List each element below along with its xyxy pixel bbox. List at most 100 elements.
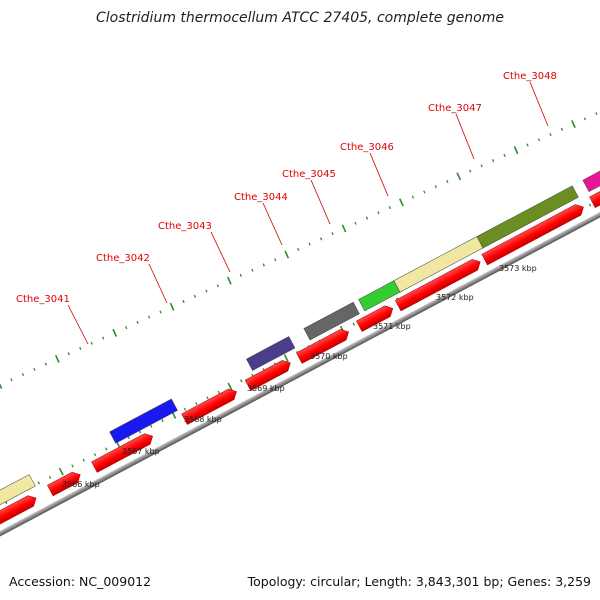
scale-tick bbox=[67, 352, 70, 356]
scale-tick bbox=[217, 390, 220, 394]
scale-tick bbox=[193, 294, 197, 298]
scale-tick bbox=[227, 382, 233, 391]
scale-tick bbox=[377, 211, 380, 215]
cog-block bbox=[246, 336, 296, 371]
scale-tick bbox=[216, 284, 220, 288]
gene-callout-line bbox=[369, 152, 389, 197]
cog-block bbox=[0, 474, 36, 507]
cds-arrow bbox=[0, 495, 37, 528]
cds-arrow bbox=[47, 471, 81, 497]
scale-tick bbox=[150, 424, 153, 428]
scale-tick bbox=[284, 250, 290, 259]
scale-tick bbox=[446, 179, 449, 184]
gene-callout-line bbox=[455, 113, 475, 160]
scale-tick bbox=[10, 378, 13, 382]
scale-tick bbox=[105, 447, 108, 451]
cds-arrow bbox=[394, 259, 481, 312]
gene-label: Cthe_3048 bbox=[503, 71, 557, 82]
scale-tick bbox=[226, 276, 232, 285]
scale-tick bbox=[169, 302, 175, 311]
scale-tick bbox=[549, 133, 552, 137]
scale-tick bbox=[90, 341, 93, 345]
scale-label: 3573 kbp bbox=[499, 264, 537, 273]
scale-tick bbox=[136, 320, 139, 324]
scale-label: 3567 kbp bbox=[122, 447, 160, 456]
cds-arrow bbox=[589, 182, 600, 208]
scale-tick bbox=[183, 407, 187, 411]
scale-tick bbox=[71, 464, 74, 468]
gene-label: Cthe_3046 bbox=[340, 142, 394, 153]
gene-label: Cthe_3047 bbox=[428, 103, 482, 114]
gene-label: Cthe_3044 bbox=[234, 192, 288, 203]
scale-tick bbox=[341, 224, 347, 233]
scale-tick bbox=[239, 273, 242, 277]
scale-tick bbox=[388, 206, 392, 210]
scale-label: 3568 kbp bbox=[184, 415, 222, 424]
scale-tick bbox=[112, 328, 118, 337]
gene-label: Cthe_3042 bbox=[96, 253, 150, 264]
cds-arrow bbox=[181, 388, 237, 425]
scale-tick bbox=[469, 169, 472, 173]
scale-tick bbox=[21, 373, 25, 377]
scale-label: 3571 kbp bbox=[373, 322, 411, 331]
scale-tick bbox=[411, 195, 415, 199]
scale-tick bbox=[537, 138, 541, 142]
scale-tick bbox=[44, 362, 48, 366]
scale-tick bbox=[398, 198, 404, 207]
scale-tick bbox=[352, 322, 355, 326]
gene-callout-line bbox=[148, 263, 168, 304]
scale-tick bbox=[480, 164, 483, 168]
scale-tick bbox=[125, 326, 128, 330]
scale-tick bbox=[93, 453, 97, 457]
gene-callout-line bbox=[210, 231, 231, 273]
scale-tick bbox=[138, 430, 142, 434]
scale-tick bbox=[526, 143, 529, 147]
genome-map: Cthe_3041 Cthe_3042 Cthe_3043 Cthe_3044 … bbox=[0, 71, 600, 557]
scale-tick bbox=[205, 289, 208, 293]
cds-arrow bbox=[244, 360, 291, 392]
scale-tick bbox=[434, 185, 437, 189]
scale-tick bbox=[0, 383, 3, 389]
scale-tick bbox=[319, 237, 323, 241]
cds-arrow bbox=[481, 204, 584, 266]
scale-tick bbox=[58, 467, 64, 476]
cog-block bbox=[476, 185, 579, 249]
scale-tick bbox=[456, 172, 462, 181]
scale-tick bbox=[513, 146, 519, 155]
cog-block bbox=[109, 398, 178, 444]
accession-text: Accession: NC_009012 bbox=[9, 574, 152, 589]
scale-tick bbox=[503, 153, 506, 157]
cog-block bbox=[358, 280, 401, 312]
gene-callout-line bbox=[67, 304, 89, 345]
scale-tick bbox=[161, 419, 164, 423]
scale-tick bbox=[251, 268, 254, 272]
scale-tick bbox=[37, 481, 40, 485]
cds-arrow bbox=[356, 305, 394, 332]
scale-tick bbox=[33, 367, 36, 371]
gene-callout-line bbox=[262, 202, 283, 246]
gene-label: Cthe_3041 bbox=[16, 294, 70, 305]
scale-tick bbox=[79, 346, 82, 350]
scale-tick bbox=[365, 216, 369, 220]
scale-tick bbox=[354, 221, 357, 225]
scale-tick bbox=[492, 159, 495, 163]
scale-tick bbox=[297, 247, 300, 251]
scale-tick bbox=[423, 190, 426, 194]
genome-backbone bbox=[0, 159, 600, 557]
scale-tick bbox=[331, 232, 334, 236]
scale-tick bbox=[159, 310, 162, 314]
scale-tick bbox=[54, 354, 60, 363]
gene-label: Cthe_3045 bbox=[282, 169, 336, 180]
cds-arrow bbox=[296, 329, 349, 364]
scale-tick bbox=[182, 299, 185, 304]
scale-label: 3572 kbp bbox=[436, 293, 474, 302]
scale-tick bbox=[240, 379, 243, 383]
scale-tick bbox=[262, 263, 265, 267]
cog-block bbox=[303, 301, 360, 341]
cog-block bbox=[582, 157, 600, 192]
scale-track-outer bbox=[0, 112, 598, 389]
scale-label: 3569 kbp bbox=[247, 384, 285, 393]
scale-tick bbox=[588, 203, 592, 207]
scale-tick bbox=[48, 475, 52, 479]
scale-label: 3566 kbp bbox=[62, 480, 100, 489]
